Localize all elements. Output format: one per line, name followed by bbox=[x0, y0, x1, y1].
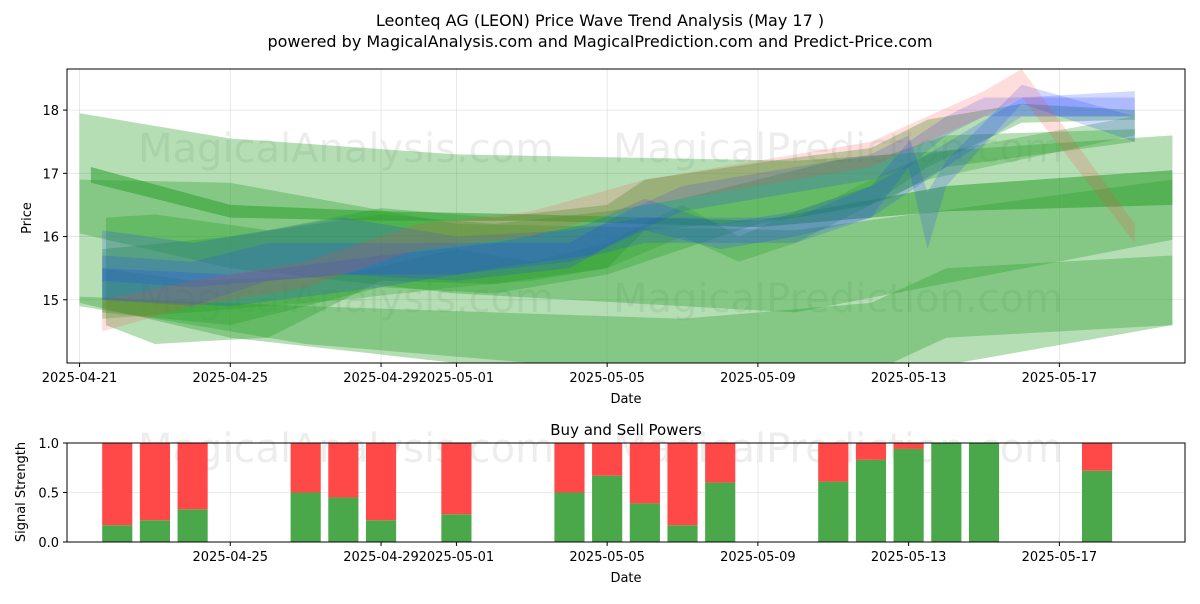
signal-y-tick-label: 0.5 bbox=[38, 487, 59, 502]
sell-bar bbox=[667, 443, 698, 526]
sell-bar bbox=[705, 443, 736, 483]
price-wave-band-11 bbox=[102, 69, 1135, 332]
signal-y-ticks: 0.0 0.5 1.0 bbox=[38, 437, 67, 551]
sell-bar bbox=[592, 443, 623, 476]
sell-bar bbox=[818, 443, 849, 482]
price-y-tick-label: 16 bbox=[42, 231, 59, 246]
signal-bars bbox=[102, 443, 1113, 542]
sell-bar bbox=[855, 443, 887, 460]
price-x-tick-label: 2025-04-25 bbox=[193, 371, 269, 386]
buy-bar bbox=[931, 443, 962, 542]
price-x-axis-label: Date bbox=[610, 392, 641, 407]
price-wave-band-7 bbox=[102, 116, 1135, 319]
buy-bar bbox=[1081, 470, 1113, 542]
price-wave-band-4 bbox=[79, 255, 1173, 363]
sell-bar bbox=[290, 443, 321, 493]
buy-bar bbox=[139, 520, 171, 542]
buy-bar bbox=[667, 525, 698, 542]
signal-x-tick-label: 2025-05-17 bbox=[1022, 550, 1098, 565]
buy-bar bbox=[290, 492, 321, 542]
sell-bar bbox=[893, 443, 924, 449]
price-x-tick-label: 2025-04-29 bbox=[343, 371, 419, 386]
buy-bar bbox=[554, 492, 585, 542]
price-wave-band-9 bbox=[102, 84, 1135, 307]
price-x-tick-label: 2025-05-09 bbox=[720, 371, 796, 386]
sell-bar bbox=[102, 443, 133, 526]
price-wave-band-6 bbox=[102, 129, 1135, 326]
price-wave-band-5 bbox=[105, 103, 1135, 344]
sell-bar bbox=[629, 443, 660, 504]
price-wave-bands bbox=[79, 69, 1173, 363]
buy-bar bbox=[328, 497, 359, 542]
sell-bar bbox=[441, 443, 472, 515]
buy-bar bbox=[592, 475, 623, 542]
signal-x-axis-label: Date bbox=[610, 571, 641, 586]
price-plot-frame bbox=[66, 68, 1186, 364]
buy-bar bbox=[365, 520, 397, 542]
buy-bar bbox=[629, 503, 660, 542]
price-x-tick-label: 2025-05-13 bbox=[871, 371, 947, 386]
price-x-tick-label: 2025-05-17 bbox=[1022, 371, 1098, 386]
sell-bar bbox=[177, 443, 208, 510]
signal-x-tick-label: 2025-05-05 bbox=[569, 550, 645, 565]
sell-bar bbox=[328, 443, 359, 498]
price-y-ticks: 15 16 17 18 bbox=[42, 104, 67, 309]
price-wave-band-10 bbox=[102, 97, 1135, 307]
sell-bar bbox=[365, 443, 397, 521]
price-y-tick-label: 15 bbox=[42, 294, 59, 309]
price-wave-band-2 bbox=[79, 179, 1173, 363]
price-y-tick-label: 18 bbox=[42, 104, 59, 119]
watermark-2: MagicalPrediction.com bbox=[613, 126, 1063, 172]
price-wave-band-3 bbox=[90, 167, 1173, 228]
signal-y-tick-label: 0.0 bbox=[38, 536, 59, 551]
buy-bar bbox=[441, 514, 472, 542]
price-wave-band-8 bbox=[102, 91, 1135, 288]
buy-bar bbox=[818, 481, 849, 542]
price-x-tick-label: 2025-04-21 bbox=[42, 371, 118, 386]
price-x-tick-label: 2025-05-05 bbox=[569, 371, 645, 386]
sell-bar bbox=[1081, 443, 1113, 471]
price-x-ticks: 2025-04-21 2025-04-25 2025-04-29 2025-05-01… bbox=[42, 363, 1097, 386]
signal-chart-title: Buy and Sell Powers bbox=[550, 421, 702, 439]
signal-x-tick-label: 2025-04-25 bbox=[193, 550, 269, 565]
signal-y-axis-label: Signal Strength bbox=[14, 442, 29, 542]
price-y-tick-label: 17 bbox=[42, 167, 59, 182]
signal-x-tick-label: 2025-05-13 bbox=[871, 550, 947, 565]
signal-y-tick-label: 1.0 bbox=[38, 437, 59, 452]
watermark-4: MagicalPrediction.com bbox=[613, 276, 1063, 322]
chart-title: Leonteq AG (LEON) Price Wave Trend Analy… bbox=[376, 11, 824, 30]
buy-bar bbox=[893, 448, 924, 542]
buy-bar bbox=[855, 459, 887, 542]
buy-bar bbox=[968, 443, 1000, 542]
signal-x-tick-label: 2025-04-29 bbox=[343, 550, 419, 565]
buy-bar bbox=[177, 509, 208, 542]
price-wave-band-1 bbox=[79, 113, 1173, 313]
signal-x-ticks: 2025-04-25 2025-04-29 2025-05-01 2025-05-05… bbox=[193, 542, 1098, 565]
price-y-axis-label: Price bbox=[20, 202, 35, 234]
watermark-1: MagicalAnalysis.com bbox=[138, 126, 554, 172]
buy-bar bbox=[705, 482, 736, 542]
price-watermarks: MagicalAnalysis.com MagicalPrediction.co… bbox=[138, 126, 1063, 322]
sell-bar bbox=[139, 443, 171, 521]
signal-x-tick-label: 2025-05-01 bbox=[419, 550, 495, 565]
signal-x-tick-label: 2025-05-09 bbox=[720, 550, 796, 565]
price-grid bbox=[67, 69, 1185, 363]
price-x-tick-label: 2025-05-01 bbox=[419, 371, 495, 386]
buy-bar bbox=[102, 525, 133, 542]
sell-bar bbox=[554, 443, 585, 493]
watermark-3: MagicalAnalysis.com bbox=[138, 276, 554, 322]
chart-subtitle: powered by MagicalAnalysis.com and Magic… bbox=[267, 32, 932, 51]
